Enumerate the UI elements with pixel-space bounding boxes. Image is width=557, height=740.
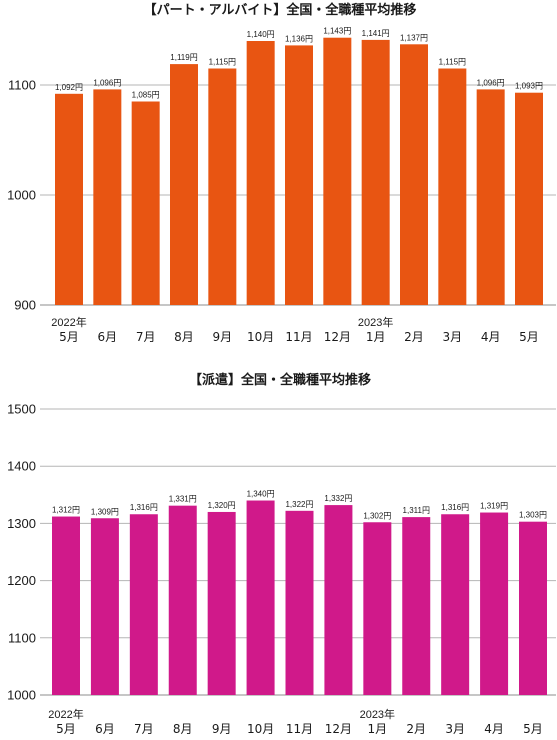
data-label: 1,316円 <box>441 503 469 512</box>
data-label: 1,115円 <box>209 58 236 67</box>
chart-title: 【パート・アルバイト】全国・全職種平均推移 <box>144 2 417 18</box>
x-tick-label: 2月 <box>406 722 426 736</box>
data-label: 1,319円 <box>480 502 508 511</box>
year-label: 2022年 <box>48 707 83 721</box>
y-tick-label: 1500 <box>7 402 36 417</box>
data-label: 1,085円 <box>132 91 160 100</box>
year-label: 2023年 <box>358 315 393 329</box>
bar <box>131 101 160 305</box>
bar <box>480 512 509 695</box>
data-label: 1,136円 <box>285 34 313 43</box>
bar <box>402 517 431 695</box>
x-tick-label: 11月 <box>285 330 312 344</box>
bar <box>246 500 275 695</box>
chart-panel-haken: 【派遣】全国・全職種平均推移 1000 1100 1200 1300 1400 1500 1,… <box>7 372 556 736</box>
x-tick-label: 10月 <box>247 722 274 736</box>
x-tick-label: 9月 <box>212 722 232 736</box>
x-tick-label: 3月 <box>445 722 465 736</box>
bar <box>55 93 83 305</box>
x-tick-label: 11月 <box>286 722 313 736</box>
x-tick-label: 5月 <box>523 722 543 736</box>
data-label: 1,093円 <box>515 82 543 91</box>
data-label: 1,137円 <box>400 33 428 42</box>
data-label: 1,316円 <box>130 503 158 512</box>
chart-title: 【派遣】全国・全職種平均推移 <box>189 372 371 388</box>
data-label: 1,096円 <box>477 78 505 87</box>
bar <box>441 514 470 695</box>
year-label: 2022年 <box>51 315 86 329</box>
bar <box>361 39 390 306</box>
data-label: 1,141円 <box>362 29 390 38</box>
bar <box>285 510 314 695</box>
data-label: 1,311円 <box>403 506 430 515</box>
y-tick-label: 1100 <box>8 78 36 93</box>
bar <box>90 518 119 695</box>
bar <box>246 41 275 305</box>
x-tick-label: 4月 <box>484 722 504 736</box>
data-label: 1,140円 <box>247 30 275 39</box>
y-tick-label: 1000 <box>7 688 36 703</box>
x-tick-label: 6月 <box>95 722 115 736</box>
x-tick-label: 12月 <box>325 722 352 736</box>
x-tick-label: 12月 <box>324 330 351 344</box>
data-label: 1,320円 <box>208 501 236 510</box>
bar <box>285 45 313 306</box>
bar <box>438 68 467 305</box>
bar <box>207 511 236 695</box>
x-tick-label: 7月 <box>134 722 154 736</box>
bar <box>170 64 198 305</box>
data-label: 1,331円 <box>169 495 197 504</box>
x-tick-label: 3月 <box>443 330 463 344</box>
x-tick-label: 9月 <box>213 330 233 344</box>
bar <box>476 89 505 306</box>
year-label: 2023年 <box>360 707 395 721</box>
bar <box>323 37 352 305</box>
x-tick-label: 1月 <box>366 330 386 344</box>
y-tick-label: 1200 <box>7 573 36 588</box>
x-tick-label: 8月 <box>174 330 194 344</box>
bar <box>52 516 80 695</box>
data-label: 1,115円 <box>439 58 466 67</box>
x-tick-label: 5月 <box>56 722 76 736</box>
data-label: 1,322円 <box>285 500 313 509</box>
data-label: 1,119円 <box>170 53 197 62</box>
y-tick-label: 1000 <box>7 188 36 203</box>
x-tick-label: 6月 <box>98 330 118 344</box>
x-tick-label: 10月 <box>247 330 274 344</box>
bar <box>400 44 428 306</box>
x-tick-label: 8月 <box>173 722 193 736</box>
data-label: 1,303円 <box>519 511 547 520</box>
x-tick-label: 5月 <box>519 330 539 344</box>
data-label: 1,332円 <box>324 494 352 503</box>
data-label: 1,143円 <box>323 27 351 36</box>
x-tick-label: 7月 <box>136 330 156 344</box>
y-tick-label: 1400 <box>7 459 36 474</box>
x-tick-label: 4月 <box>481 330 501 344</box>
bar <box>93 89 122 306</box>
bar <box>208 68 237 305</box>
bar <box>129 514 158 695</box>
data-label: 1,302円 <box>363 511 391 520</box>
data-label: 1,340円 <box>247 490 275 499</box>
y-tick-label: 900 <box>14 298 36 313</box>
x-tick-label: 2月 <box>404 330 424 344</box>
chart-panel-part: 【パート・アルバイト】全国・全職種平均推移 900 1000 1100 1,092円 5月… <box>7 2 556 344</box>
bar <box>519 521 547 695</box>
bar <box>168 505 197 695</box>
bar <box>324 505 353 695</box>
data-label: 1,096円 <box>93 78 121 87</box>
data-label: 1,312円 <box>52 506 80 515</box>
x-tick-label: 5月 <box>59 330 79 344</box>
y-tick-label: 1300 <box>7 516 36 531</box>
bar <box>515 92 543 305</box>
bar <box>363 522 392 695</box>
data-label: 1,309円 <box>91 507 119 516</box>
data-label: 1,092円 <box>55 83 83 92</box>
y-tick-label: 1100 <box>8 630 36 645</box>
x-tick-label: 1月 <box>368 722 388 736</box>
